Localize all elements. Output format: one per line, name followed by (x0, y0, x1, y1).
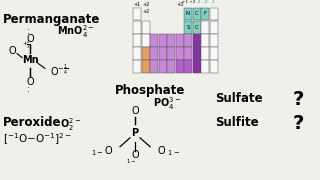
Text: Permanganate: Permanganate (3, 14, 100, 26)
Text: C: C (195, 25, 198, 30)
Text: [$^{-1}$O$-$O$^{-1}$]$^{2-}$: [$^{-1}$O$-$O$^{-1}$]$^{2-}$ (3, 131, 72, 147)
Text: +3: +3 (176, 2, 183, 6)
Text: -3  -2  -1: -3 -2 -1 (196, 0, 215, 4)
Text: $_{1-}$: $_{1-}$ (126, 157, 136, 166)
Bar (201, 21, 209, 33)
Text: $_{1-}$O: $_{1-}$O (91, 144, 113, 158)
Bar (175, 60, 183, 73)
Bar (158, 47, 166, 60)
Bar (141, 34, 149, 47)
Bar (133, 34, 141, 47)
Text: +1 +2: +1 +2 (181, 0, 195, 4)
Text: :: : (27, 85, 29, 94)
Bar (210, 60, 218, 73)
Bar (175, 34, 183, 47)
Text: ?: ? (293, 90, 304, 109)
Bar (167, 60, 175, 73)
Text: MnO$_4^{2-}$: MnO$_4^{2-}$ (57, 23, 95, 40)
Bar (133, 47, 141, 60)
Bar (175, 47, 183, 60)
Text: N: N (186, 11, 190, 16)
Text: O: O (26, 77, 34, 87)
Bar (184, 34, 192, 47)
Bar (133, 60, 141, 73)
Text: O$_2^{2-}$: O$_2^{2-}$ (60, 116, 81, 133)
Text: ?: ? (293, 114, 304, 133)
Text: Mn: Mn (22, 55, 38, 66)
Bar (210, 8, 218, 20)
Bar (158, 34, 166, 47)
Text: O $_{1-}$: O $_{1-}$ (157, 144, 180, 158)
Text: :: : (27, 27, 29, 36)
Bar (133, 21, 141, 33)
Text: O: O (131, 150, 139, 159)
Bar (210, 34, 218, 47)
Bar (167, 47, 175, 60)
Bar (193, 47, 201, 60)
Bar (158, 60, 166, 73)
Text: Sulfite: Sulfite (215, 116, 259, 129)
Bar (201, 8, 209, 20)
Bar (141, 60, 149, 73)
Text: PO$_4^{3-}$: PO$_4^{3-}$ (153, 95, 181, 112)
Text: Phosphate: Phosphate (115, 84, 185, 97)
Text: O: O (131, 106, 139, 116)
Bar (210, 21, 218, 33)
Bar (201, 34, 209, 47)
Bar (150, 34, 158, 47)
Text: O: O (26, 34, 34, 44)
Bar (193, 60, 201, 73)
Bar (150, 60, 158, 73)
Bar (141, 47, 149, 60)
Bar (141, 21, 149, 33)
Bar (193, 8, 201, 20)
Bar (184, 21, 192, 33)
Text: C: C (195, 11, 198, 16)
Bar (193, 34, 201, 47)
Text: Peroxide: Peroxide (3, 116, 61, 129)
Text: O: O (8, 46, 16, 56)
Bar (184, 47, 192, 60)
Bar (184, 8, 192, 20)
Text: $^{+\frac{4}{3}}$: $^{+\frac{4}{3}}$ (21, 39, 30, 51)
Bar (201, 60, 209, 73)
Bar (201, 47, 209, 60)
Text: +2: +2 (142, 10, 149, 15)
Bar (133, 8, 141, 20)
Bar (150, 47, 158, 60)
Text: F: F (204, 11, 207, 16)
Text: O$^{-\frac{1}{4}}$: O$^{-\frac{1}{4}}$ (50, 62, 68, 78)
Bar (210, 47, 218, 60)
Text: +2: +2 (142, 2, 149, 6)
Text: Sulfate: Sulfate (215, 92, 263, 105)
Bar (184, 60, 192, 73)
Text: +1: +1 (134, 2, 141, 6)
Bar (193, 21, 201, 33)
Text: P: P (132, 128, 139, 138)
Text: S: S (186, 25, 190, 30)
Bar (167, 34, 175, 47)
